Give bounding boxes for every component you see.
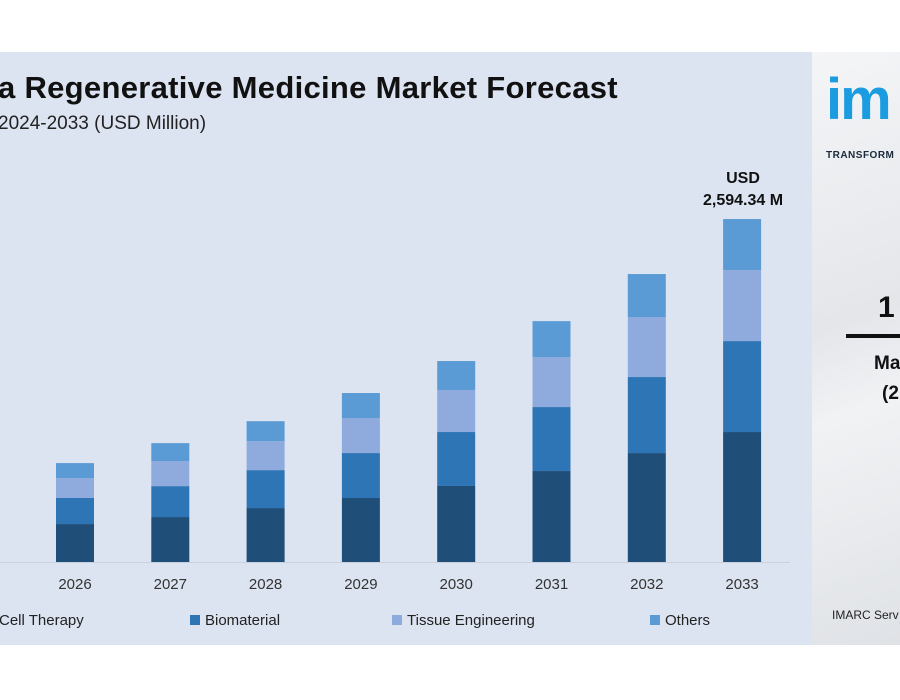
legend-item-biomaterial: Biomaterial xyxy=(190,612,280,629)
bar-segment-cell-therapy-2027 xyxy=(151,517,190,562)
bar-segment-biomaterial-2031 xyxy=(532,407,571,472)
stat-period: (2 xyxy=(882,383,899,404)
bar-segment-tissue-engineering-2031 xyxy=(532,357,571,408)
x-tick-label: 2028 xyxy=(249,576,282,593)
source-text: IMARC Serv xyxy=(832,608,899,622)
bar-segment-biomaterial-2026 xyxy=(56,498,94,525)
x-tick-label: 2026 xyxy=(58,576,91,593)
bar-segment-others-2029 xyxy=(341,393,380,419)
bar-segment-tissue-engineering-2032 xyxy=(627,317,666,378)
bar-segment-biomaterial-2030 xyxy=(437,432,476,486)
bar-segment-cell-therapy-2029 xyxy=(341,498,380,562)
legend-item-tissue-engineering: Tissue Engineering xyxy=(392,612,535,629)
divider xyxy=(846,334,900,338)
chart-panel xyxy=(0,52,812,645)
bar-segment-tissue-engineering-2028 xyxy=(246,441,285,471)
stat-value: 1 xyxy=(878,291,895,324)
annotation-line1: USD xyxy=(726,170,760,187)
bar-segment-cell-therapy-2028 xyxy=(246,508,285,562)
x-tick-label: 2032 xyxy=(630,576,663,593)
bar-segment-tissue-engineering-2027 xyxy=(151,461,190,487)
imarc-logo: im xyxy=(826,67,892,132)
x-tick-label: 2031 xyxy=(535,576,568,593)
bar-segment-cell-therapy-2032 xyxy=(627,453,666,562)
bar-segment-others-2033 xyxy=(723,219,762,271)
legend-swatch xyxy=(392,615,402,625)
x-tick-label: 2027 xyxy=(154,576,187,593)
bar-segment-biomaterial-2029 xyxy=(341,453,380,499)
legend-swatch xyxy=(650,615,660,625)
bar-segment-cell-therapy-2033 xyxy=(723,432,762,562)
legend-label: Cell Therapy xyxy=(0,612,84,629)
bar-segment-tissue-engineering-2029 xyxy=(341,418,380,454)
bar-segment-others-2026 xyxy=(56,463,94,479)
chart-subtitle: 2024-2033 (USD Million) xyxy=(0,113,207,134)
bar-segment-others-2032 xyxy=(627,274,666,318)
legend-label: Others xyxy=(665,612,711,629)
bar-segment-others-2031 xyxy=(532,321,571,358)
bar-segment-biomaterial-2032 xyxy=(627,377,666,454)
stacked-bar-chart: 2026 2027 2028 2029 2030 2031 2032 2033 xyxy=(0,219,790,593)
legend-item-cell-therapy: Cell Therapy xyxy=(0,612,84,629)
x-tick-label: 2029 xyxy=(344,576,377,593)
bar-segment-cell-therapy-2031 xyxy=(532,471,571,562)
bar-segment-biomaterial-2028 xyxy=(246,470,285,509)
stat-label: Ma xyxy=(874,353,900,374)
bar-segment-others-2028 xyxy=(246,421,285,442)
bar-segment-tissue-engineering-2030 xyxy=(437,389,476,433)
x-tick-label: 2030 xyxy=(440,576,473,593)
bar-segment-cell-therapy-2030 xyxy=(437,485,476,562)
bar-segment-others-2027 xyxy=(151,443,190,462)
bar-segment-others-2030 xyxy=(437,361,476,390)
bar-segment-tissue-engineering-2026 xyxy=(56,478,94,499)
legend-swatch xyxy=(190,615,200,625)
x-tick-label: 2033 xyxy=(725,576,758,593)
bar-segment-cell-therapy-2026 xyxy=(56,524,94,562)
total-annotation: USD 2,594.34 M xyxy=(680,168,806,212)
legend-label: Tissue Engineering xyxy=(407,612,535,629)
annotation-line2: 2,594.34 M xyxy=(702,192,784,209)
bar-segment-biomaterial-2027 xyxy=(151,486,190,518)
bar-segment-biomaterial-2033 xyxy=(723,341,762,433)
legend-label: Biomaterial xyxy=(205,612,281,629)
side-panel: im TRANSFORM 1 Ma (2 IMARC Serv xyxy=(812,52,900,645)
legend-item-others: Others xyxy=(650,612,710,629)
bar-segment-tissue-engineering-2033 xyxy=(723,270,762,342)
logo-tagline: TRANSFORM xyxy=(826,150,895,161)
chart-title: a Regenerative Medicine Market Forecast xyxy=(0,70,618,105)
